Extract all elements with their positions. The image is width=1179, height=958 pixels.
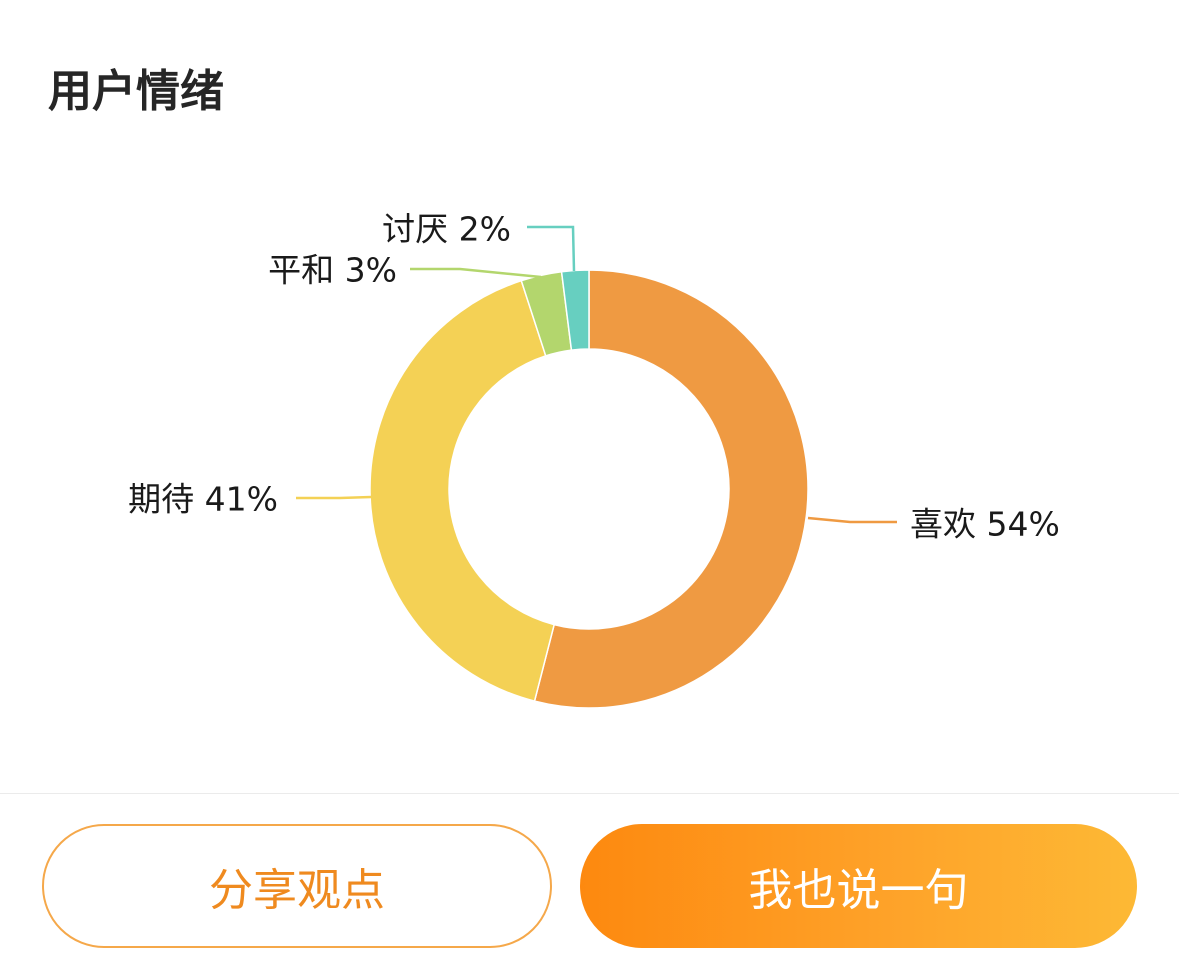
leader-line-4 [527, 225, 576, 272]
section-title: 用户情绪 [48, 66, 224, 117]
slice-labels: 喜欢 54% 期待 41% 平和 3%讨厌 2% [128, 210, 1060, 544]
slice-label-1: 喜欢 54% [910, 505, 1060, 544]
leader-line-2 [296, 495, 372, 500]
donut-slices [369, 269, 809, 709]
donut-slice-4 [560, 269, 590, 351]
slice-label-4: 讨厌 2% [382, 210, 511, 249]
donut-slice-2 [369, 279, 556, 703]
donut-slice-1 [533, 269, 809, 709]
slice-label-3: 平和 3% [268, 251, 397, 290]
leader-line-1 [807, 516, 897, 524]
slice-label-2: 期待 41% [128, 480, 278, 519]
sentiment-donut-chart: 喜欢 54% 期待 41% 平和 3%讨厌 2% [128, 210, 1060, 709]
comment-button[interactable]: 我也说一句 [580, 824, 1137, 948]
leader-line-3 [410, 267, 542, 279]
label-leader-lines [296, 225, 897, 524]
divider [0, 793, 1179, 794]
share-opinion-button[interactable]: 分享观点 [42, 824, 552, 948]
